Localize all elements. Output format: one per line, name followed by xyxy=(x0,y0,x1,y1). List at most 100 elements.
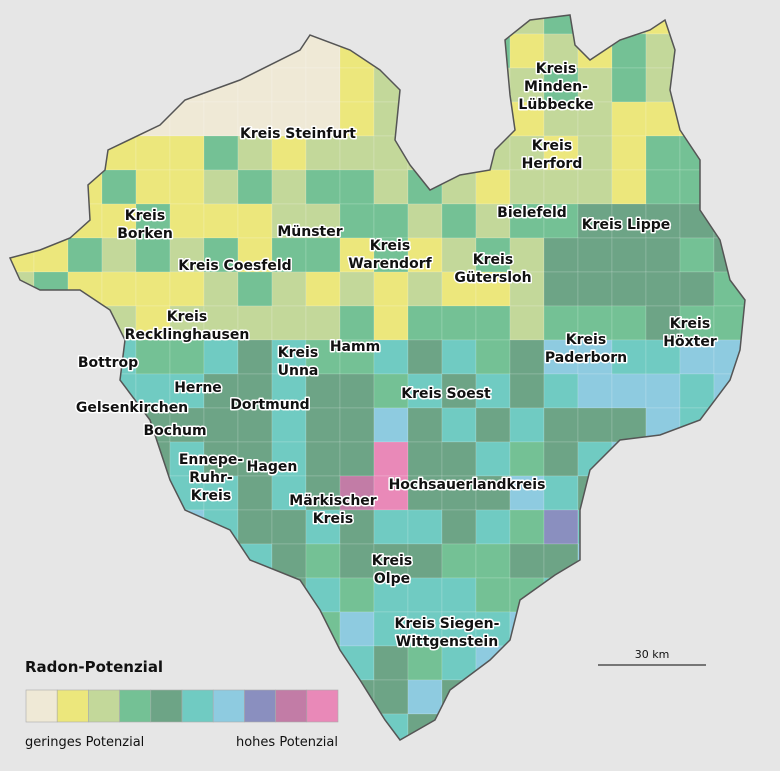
grid-cell xyxy=(611,407,647,443)
grid-cell xyxy=(679,475,715,511)
grid-cell xyxy=(475,339,511,375)
grid-cell xyxy=(339,577,375,613)
grid-cell xyxy=(271,645,307,681)
grid-cell xyxy=(611,33,647,69)
grid-cell xyxy=(101,101,137,137)
grid-cell xyxy=(509,543,545,579)
grid-cell xyxy=(441,101,477,137)
grid-cell xyxy=(645,713,681,740)
grid-cell xyxy=(135,33,171,69)
grid-cell xyxy=(679,33,715,69)
grid-cell xyxy=(509,441,545,477)
grid-cell xyxy=(10,611,35,647)
grid-cell xyxy=(577,237,613,273)
district-label: Hagen xyxy=(247,459,298,475)
grid-cell xyxy=(713,169,745,205)
grid-cell xyxy=(237,271,273,307)
grid-cell xyxy=(169,339,205,375)
scale-label: 30 km xyxy=(635,648,670,661)
district-label: Ruhr- xyxy=(189,470,233,486)
grid-cell xyxy=(339,679,375,715)
grid-cell xyxy=(68,748,102,771)
district-label: Unna xyxy=(278,363,319,379)
grid-cell xyxy=(679,237,715,273)
grid-cell xyxy=(135,577,171,613)
grid-cell xyxy=(611,169,647,205)
grid-cell xyxy=(373,713,409,740)
grid-cell xyxy=(271,237,307,273)
grid-cell xyxy=(441,339,477,375)
legend-low: geringes Potenzial xyxy=(25,735,144,750)
grid-cell xyxy=(407,407,443,443)
grid-cell xyxy=(748,34,780,68)
grid-cell xyxy=(374,748,408,771)
district-label: Lübbecke xyxy=(518,97,593,113)
grid-cell xyxy=(135,237,171,273)
grid-cell xyxy=(611,679,647,715)
grid-cell xyxy=(339,441,375,477)
grid-cell xyxy=(509,305,545,341)
grid-cell xyxy=(679,611,715,647)
grid-cell xyxy=(271,509,307,545)
grid-cell xyxy=(645,67,681,103)
grid-cell xyxy=(169,237,205,273)
grid-cell xyxy=(10,15,35,35)
grid-cell xyxy=(543,475,579,511)
grid-cell xyxy=(645,305,681,341)
grid-cell xyxy=(442,748,476,771)
grid-cell xyxy=(476,748,510,771)
grid-cell xyxy=(33,509,69,545)
legend-swatch xyxy=(275,689,308,723)
grid-cell xyxy=(203,101,239,137)
grid-cell xyxy=(271,373,307,409)
grid-cell xyxy=(475,407,511,443)
district-label: Wittgenstein xyxy=(396,634,498,650)
grid-cell xyxy=(10,67,35,103)
grid-cell xyxy=(373,169,409,205)
grid-cell xyxy=(237,509,273,545)
grid-cell xyxy=(373,441,409,477)
grid-cell xyxy=(101,441,137,477)
district-label: Kreis xyxy=(532,138,572,154)
grid-cell xyxy=(713,679,745,715)
grid-cell xyxy=(748,408,780,442)
grid-cell xyxy=(713,203,745,239)
grid-cell xyxy=(713,33,745,69)
grid-cell xyxy=(577,67,613,103)
legend-swatch xyxy=(56,689,89,723)
grid-cell xyxy=(67,237,103,273)
grid-cell xyxy=(475,33,511,69)
grid-cell xyxy=(169,577,205,613)
grid-cell xyxy=(645,203,681,239)
grid-cell xyxy=(611,441,647,477)
grid-cell xyxy=(407,611,443,647)
grid-cell xyxy=(612,748,646,771)
grid-cell xyxy=(169,169,205,205)
state-border xyxy=(8,14,746,741)
grid-cell xyxy=(713,509,745,545)
grid-cell xyxy=(10,237,35,273)
grid-cell xyxy=(748,204,780,238)
grid-cell xyxy=(305,441,341,477)
grid-cell xyxy=(680,748,714,771)
grid-cell xyxy=(169,509,205,545)
grid-cell xyxy=(10,203,35,239)
grid-cell xyxy=(713,305,745,341)
grid-cell xyxy=(679,15,715,35)
grid-cell xyxy=(748,680,780,714)
district-label: Kreis xyxy=(536,61,576,77)
grid-cell xyxy=(475,679,511,715)
grid-cell xyxy=(339,509,375,545)
grid-cell xyxy=(543,441,579,477)
legend-high: hohes Potenzial xyxy=(236,735,338,750)
grid-cell xyxy=(645,237,681,273)
grid-cell xyxy=(67,67,103,103)
grid-cell xyxy=(101,169,137,205)
grid-cell xyxy=(645,679,681,715)
grid-cell xyxy=(509,679,545,715)
grid-cell xyxy=(611,577,647,613)
grid-cell xyxy=(339,543,375,579)
grid-cell xyxy=(135,339,171,375)
grid-cell xyxy=(33,543,69,579)
grid-cell xyxy=(407,33,443,69)
